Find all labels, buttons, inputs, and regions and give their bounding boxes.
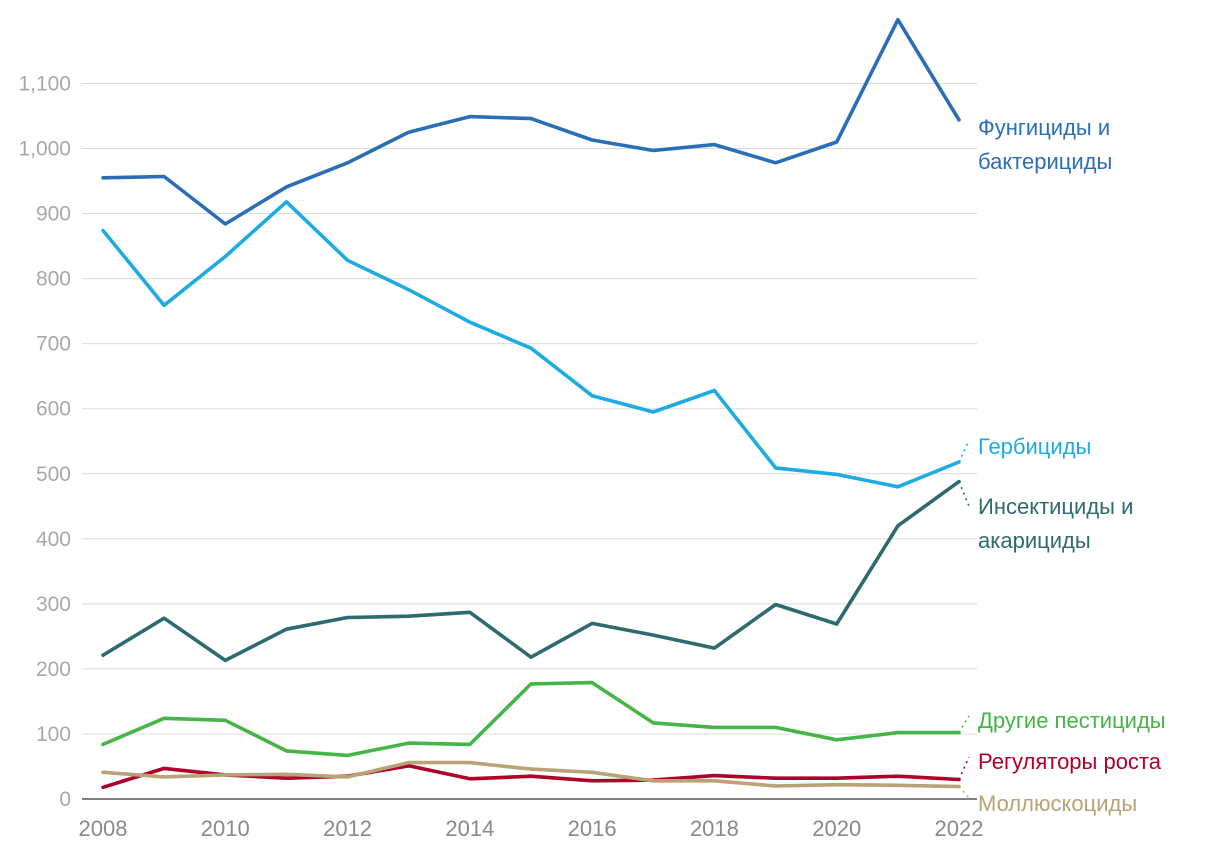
- x-tick-label: 2018: [690, 816, 739, 841]
- series-line-0: [101, 17, 961, 226]
- series-labels: Фунгициды и бактерициды Гербициды Инсектици…: [958, 115, 1166, 816]
- label-leader-line: [958, 439, 970, 463]
- y-tick-label: 700: [36, 333, 71, 356]
- series-label-line: акарициды: [978, 528, 1091, 553]
- series-label-line: Инсектициды и: [978, 494, 1133, 519]
- x-tick-label: 2008: [79, 816, 128, 841]
- y-tick-label: 100: [36, 723, 71, 746]
- series-line-5: [101, 760, 961, 789]
- x-tick-label: 2010: [201, 816, 250, 841]
- series-label-line: Регуляторы роста: [978, 749, 1162, 774]
- x-tick-label: 2016: [568, 816, 617, 841]
- series-label-1: Гербициды: [978, 434, 1091, 459]
- y-tick-label: 600: [36, 398, 71, 421]
- x-tick-label: 2014: [445, 816, 494, 841]
- y-tick-label: 800: [36, 268, 71, 291]
- series-label-2: Инсектициды и акарициды: [978, 494, 1133, 553]
- series-label-4: Регуляторы роста: [978, 749, 1162, 774]
- y-tick-label: 0: [59, 788, 71, 811]
- y-axis: 0 100 200 300 400 500 600 700 800 900 1,000 1,100: [18, 72, 71, 811]
- y-tick-label: 1,000: [18, 138, 71, 161]
- series-label-0: Фунгициды и бактерициды: [978, 115, 1112, 174]
- series-line-3: [101, 680, 961, 758]
- y-tick-label: 400: [36, 528, 71, 551]
- label-leader-line: [958, 756, 970, 780]
- gridlines: [82, 82, 977, 800]
- series-label-line: Гербициды: [978, 434, 1091, 459]
- series-label-5: Моллюскоциды: [978, 791, 1137, 816]
- series-label-line: Другие пестициды: [978, 708, 1166, 733]
- label-leader-line: [958, 715, 970, 734]
- series-label-3: Другие пестициды: [978, 708, 1166, 733]
- x-tick-label: 2020: [812, 816, 861, 841]
- y-tick-label: 900: [36, 203, 71, 226]
- label-leader-line: [958, 786, 970, 799]
- series-label-line: Фунгициды и: [978, 115, 1110, 140]
- x-axis: 2008 2010 2012 2014 2016 2018 2020 2022: [79, 816, 984, 841]
- label-leader-line: [958, 481, 970, 507]
- y-tick-label: 200: [36, 658, 71, 681]
- series-line-2: [101, 479, 961, 663]
- series-label-line: бактерициды: [978, 149, 1112, 174]
- y-tick-label: 300: [36, 593, 71, 616]
- y-tick-label: 500: [36, 463, 71, 486]
- series-line-1: [101, 200, 961, 489]
- series-label-line: Моллюскоциды: [978, 791, 1137, 816]
- series-lines: [101, 17, 961, 790]
- x-tick-label: 2022: [935, 816, 984, 841]
- x-tick-label: 2012: [323, 816, 372, 841]
- y-tick-label: 1,100: [18, 72, 71, 95]
